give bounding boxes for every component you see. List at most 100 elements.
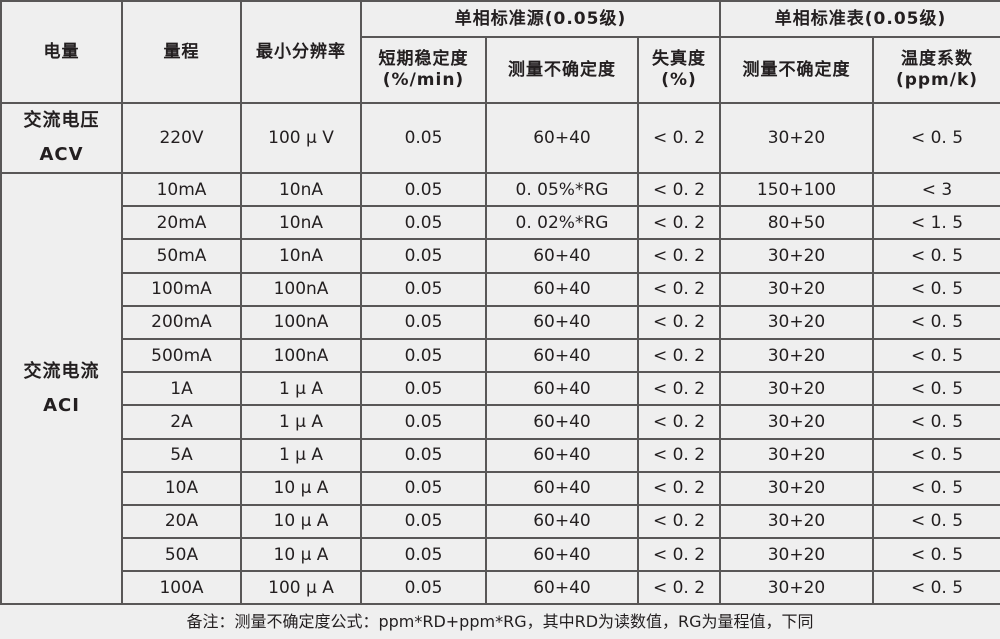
cell: < 0. 2	[637, 337, 721, 374]
cell: 60+40	[485, 437, 639, 473]
cell: 5A	[121, 437, 242, 473]
cell: 30+20	[719, 503, 874, 540]
cell: 0.05	[360, 470, 487, 506]
cell: 50A	[121, 537, 242, 573]
cell: 30+20	[719, 304, 874, 340]
table-row: 10A 10 μ A 0.05 60+40 < 0. 2 30+20 < 0. 5	[1, 470, 1000, 506]
cell: < 0. 5	[871, 304, 1000, 340]
cell: < 0. 2	[637, 171, 721, 208]
header-meter-group: 单相标准表(0.05级)	[718, 0, 1000, 38]
cell: 0.05	[360, 271, 487, 307]
table-row: 100A 100 μ A 0.05 60+40 < 0. 2 30+20 < 0. 5	[1, 570, 1000, 606]
table-row: 1A 1 μ A 0.05 60+40 < 0. 2 30+20 < 0. 5	[1, 371, 1000, 407]
cell: < 0. 5	[871, 570, 1000, 606]
cell: 0.05	[360, 238, 487, 274]
cell: 30+20	[719, 102, 874, 174]
header-range: 量程	[121, 0, 242, 104]
header-row-2: 短期稳定度 (%/min) 测量不确定度 失真度 (%) 测量不确定度 温度系数 (p…	[1, 36, 1000, 104]
cell: 0.05	[360, 371, 487, 407]
cell: 0.05	[360, 337, 487, 374]
table-row: 20A 10 μ A 0.05 60+40 < 0. 2 30+20 < 0. 5	[1, 503, 1000, 540]
cell: 60+40	[485, 537, 639, 573]
table-row: 20mA 10nA 0.05 0. 02%*RG < 0. 2 80+50 < 1. 5	[1, 205, 1000, 241]
cell: < 3	[871, 171, 1000, 208]
header-meter-uncertainty: 测量不确定度	[719, 36, 874, 104]
cell: < 0. 2	[637, 205, 721, 241]
cell: < 0. 5	[871, 537, 1000, 573]
header-row-1: 电量 量程 最小分辨率 单相标准源(0.05级) 单相标准表(0.05级)	[0, 0, 1000, 104]
cell: < 0. 5	[871, 102, 1000, 174]
cell: 200mA	[121, 304, 242, 340]
cell: 100 μ A	[240, 570, 362, 606]
table-row: 2A 1 μ A 0.05 60+40 < 0. 2 30+20 < 0. 5	[1, 404, 1000, 440]
cell: < 0. 2	[637, 371, 721, 407]
cell: 30+20	[719, 470, 874, 506]
table-row: 交流电流 ACI 10mA 10nA 0.05 0. 05%*RG < 0. 2 150+10…	[0, 171, 1000, 606]
cell: 80+50	[719, 205, 874, 241]
table-row-acv: 交流电压 ACV 220V 100 μ V 0.05 60+40 < 0. 2 3…	[0, 102, 1000, 174]
cell: < 0. 5	[871, 437, 1000, 473]
cell: 0.05	[360, 503, 487, 540]
cell: 30+20	[719, 371, 874, 407]
table-row: 50A 10 μ A 0.05 60+40 < 0. 2 30+20 < 0. 5	[1, 537, 1000, 573]
table-row: 500mA 100nA 0.05 60+40 < 0. 2 30+20 < 0. 5	[1, 337, 1000, 374]
header-distortion-label: 失真度	[652, 49, 706, 69]
aci-label-en: ACI	[43, 394, 80, 416]
cell: 20mA	[121, 205, 242, 241]
cell: 0.05	[360, 537, 487, 573]
header-source-group: 单相标准源(0.05级)	[360, 0, 721, 38]
cell: < 0. 2	[637, 503, 721, 540]
header-source-uncertainty: 测量不确定度	[485, 36, 639, 104]
cell: 60+40	[485, 238, 639, 274]
table-row: 5A 1 μ A 0.05 60+40 < 0. 2 30+20 < 0. 5	[1, 437, 1000, 473]
quantity-acv: 交流电压 ACV	[0, 102, 123, 174]
header-stability-unit: (%/min)	[382, 70, 465, 90]
cell: 10nA	[240, 171, 362, 208]
cell: < 0. 2	[637, 470, 721, 506]
cell: < 0. 5	[871, 238, 1000, 274]
cell: 30+20	[719, 271, 874, 307]
cell: 50mA	[121, 238, 242, 274]
spec-table: 电量 量程 最小分辨率 单相标准源(0.05级) 单相标准表(0.05级) 短期…	[0, 0, 1000, 606]
cell: 100nA	[240, 304, 362, 340]
quantity-aci: 交流电流 ACI	[0, 171, 123, 606]
cell: < 1. 5	[871, 205, 1000, 241]
cell: 100nA	[240, 337, 362, 374]
cell: 30+20	[719, 337, 874, 374]
table-row: 200mA 100nA 0.05 60+40 < 0. 2 30+20 < 0. 5	[1, 304, 1000, 340]
cell: 500mA	[121, 337, 242, 374]
footnote: 备注：测量不确定度公式：ppm*RD+ppm*RG，其中RD为读数值，RG为量程…	[186, 612, 814, 632]
acv-label-en: ACV	[39, 144, 84, 165]
acv-label-cn: 交流电压	[23, 110, 100, 131]
cell: 20A	[121, 503, 242, 540]
cell: < 0. 2	[637, 271, 721, 307]
cell: 100nA	[240, 271, 362, 307]
cell: 100 μ V	[240, 102, 362, 174]
cell: < 0. 2	[637, 404, 721, 440]
cell: 10nA	[240, 238, 362, 274]
cell: 0.05	[360, 205, 487, 241]
cell: 220V	[121, 102, 242, 174]
cell: 60+40	[485, 102, 639, 174]
cell: 10 μ A	[240, 537, 362, 573]
table-row: 100mA 100nA 0.05 60+40 < 0. 2 30+20 < 0. 5	[1, 271, 1000, 307]
header-distortion-unit: (%)	[661, 70, 697, 90]
cell: 2A	[121, 404, 242, 440]
header-distortion: 失真度 (%)	[637, 36, 721, 104]
cell: < 0. 2	[637, 537, 721, 573]
header-temp-coeff-label: 温度系数	[901, 49, 973, 69]
header-temp-coeff: 温度系数 (ppm/k)	[871, 36, 1000, 104]
cell: 10A	[121, 470, 242, 506]
cell: 0.05	[360, 570, 487, 606]
header-resolution: 最小分辨率	[240, 0, 362, 104]
cell: 1 μ A	[240, 371, 362, 407]
cell: 0.05	[360, 404, 487, 440]
cell: 60+40	[485, 337, 639, 374]
cell: 10 μ A	[240, 470, 362, 506]
cell: < 0. 2	[637, 238, 721, 274]
table-row: 50mA 10nA 0.05 60+40 < 0. 2 30+20 < 0. 5	[1, 238, 1000, 274]
cell: < 0. 5	[871, 337, 1000, 374]
cell: < 0. 5	[871, 271, 1000, 307]
cell: 10 μ A	[240, 503, 362, 540]
cell: 30+20	[719, 437, 874, 473]
